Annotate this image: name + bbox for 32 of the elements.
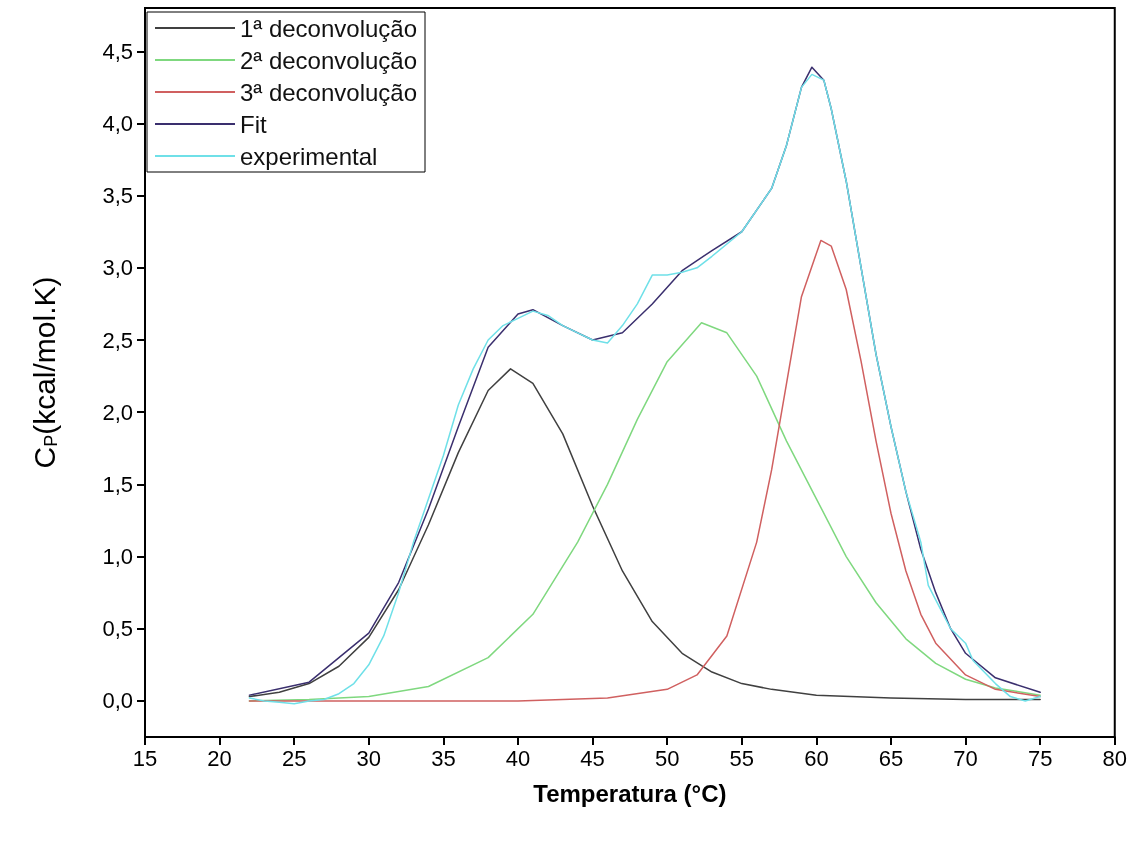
x-tick-label: 35 [431, 745, 456, 771]
x-tick-label: 20 [207, 745, 232, 771]
y-tick-label: 2,5 [102, 327, 133, 353]
x-tick-label: 15 [132, 745, 158, 771]
x-axis-title: Temperatura (°C) [533, 779, 727, 807]
x-tick-label: 30 [356, 745, 382, 771]
legend-label: 3ª deconvolução [240, 78, 418, 106]
legend-label: 1ª deconvolução [240, 14, 418, 42]
x-tick-label: 55 [729, 745, 755, 771]
y-tick-label: 4,0 [102, 110, 133, 136]
x-tick-label: 50 [654, 745, 680, 771]
x-tick-label: 65 [878, 745, 904, 771]
y-tick-label: 3,5 [102, 183, 133, 209]
y-tick-label: 3,0 [102, 255, 133, 281]
y-tick-label: 1,0 [102, 544, 133, 570]
x-tick-label: 45 [580, 745, 605, 771]
y-axis-title: CP(kcal/mol.K) [27, 276, 61, 469]
legend-label: experimental [240, 142, 378, 170]
legend-label: 2ª deconvolução [240, 46, 418, 74]
y-tick-label: 4,5 [102, 38, 133, 64]
x-tick-label: 40 [505, 745, 531, 771]
x-tick-label: 80 [1102, 745, 1128, 771]
legend-label: Fit [240, 110, 267, 138]
line-series [248, 239, 1041, 702]
x-tick-label: 75 [1027, 745, 1053, 771]
x-tick-label: 70 [953, 745, 978, 771]
y-tick-label: 2,0 [102, 399, 133, 425]
x-tick-label: 60 [804, 745, 829, 771]
x-tick-label: 25 [281, 745, 307, 771]
y-tick-label: 0,5 [102, 616, 133, 642]
y-tick-label: 0,0 [102, 688, 133, 714]
y-tick-label: 1,5 [102, 471, 133, 497]
